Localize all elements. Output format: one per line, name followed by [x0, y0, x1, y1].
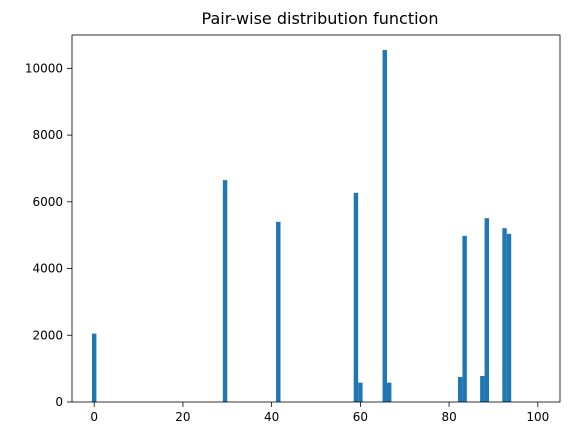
bar-2 — [276, 221, 281, 402]
bar-4 — [358, 382, 363, 402]
x-tick-label: 60 — [353, 410, 368, 424]
bar-0 — [91, 333, 97, 402]
bar-12 — [506, 233, 512, 402]
bar-6 — [386, 382, 392, 402]
y-tick-label: 0 — [55, 395, 63, 409]
x-tick-label: 20 — [175, 410, 190, 424]
y-tick-label: 10000 — [25, 61, 63, 75]
axes-layer: 0 20 40 60 80 100 0 2000 4000 6000 8000 10000 — [25, 34, 561, 424]
bar-3 — [353, 192, 359, 402]
bar-11 — [502, 228, 507, 402]
bar-10 — [484, 218, 490, 402]
x-tick-label: 80 — [441, 410, 456, 424]
plot-frame — [71, 34, 561, 403]
bar-8 — [462, 235, 467, 402]
x-tick-label: 100 — [526, 410, 549, 424]
x-tick-label: 40 — [264, 410, 279, 424]
bar-7 — [457, 376, 463, 402]
x-tick-label: 0 — [90, 410, 98, 424]
y-tick-label: 6000 — [32, 195, 63, 209]
bars-layer — [91, 50, 512, 402]
y-tick-label: 4000 — [32, 262, 63, 276]
chart-title: Pair-wise distribution function — [202, 9, 439, 28]
bar-1 — [222, 180, 228, 402]
bar-5 — [382, 50, 387, 402]
bar-9 — [480, 375, 485, 402]
y-tick-label: 2000 — [32, 328, 63, 342]
y-tick-label: 8000 — [32, 128, 63, 142]
